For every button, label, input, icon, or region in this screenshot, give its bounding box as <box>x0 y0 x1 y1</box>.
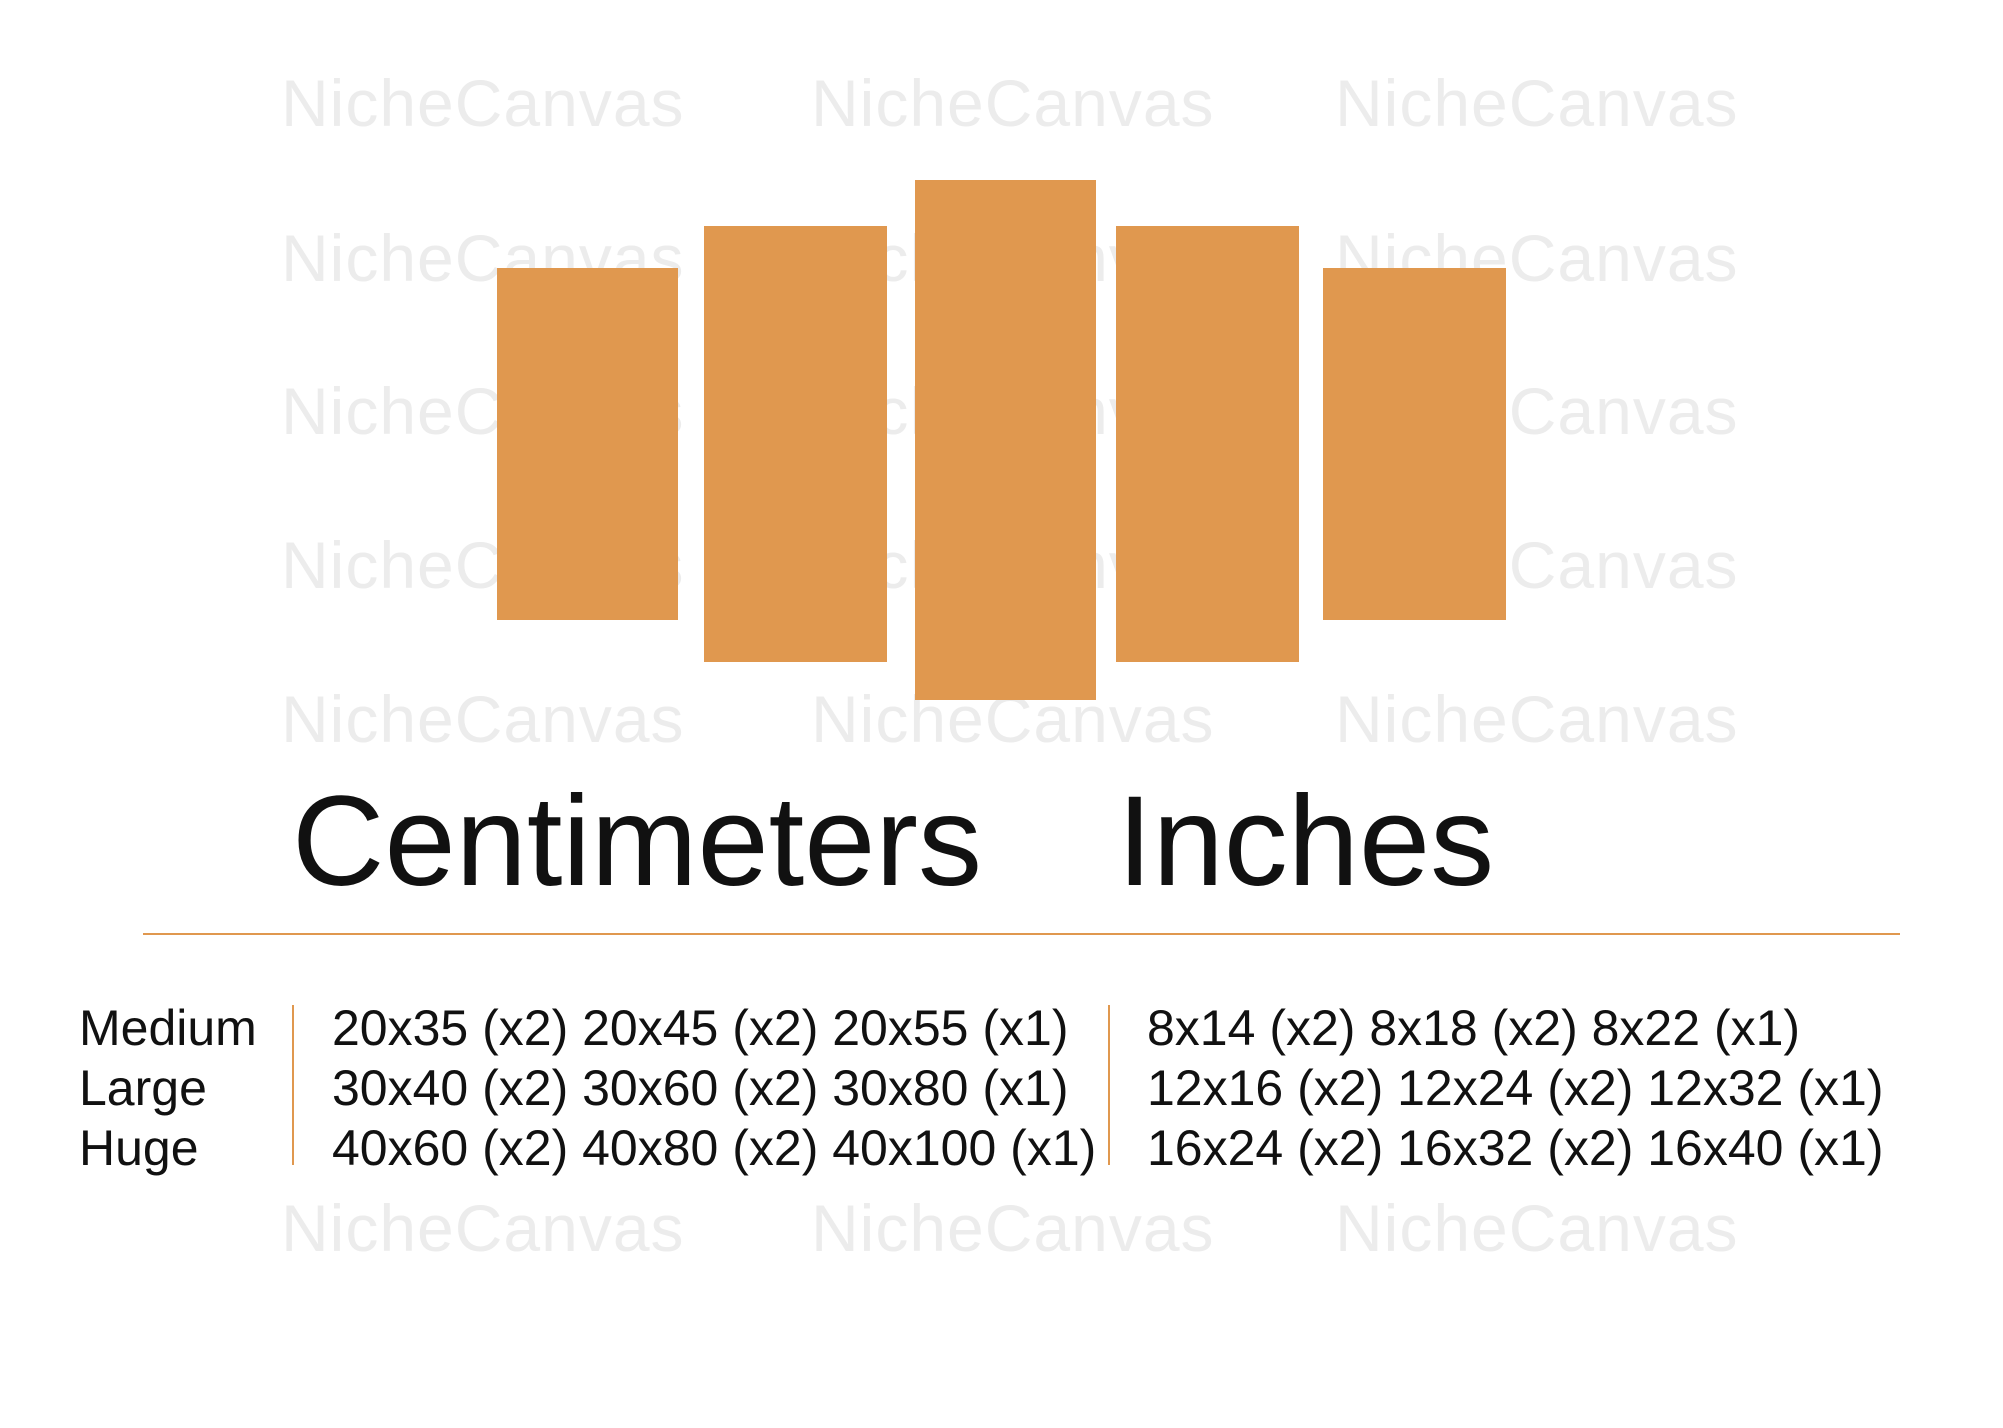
watermark-text: NicheCanvas <box>1335 1191 1739 1265</box>
size-label-large: Large <box>79 1060 207 1116</box>
canvas-panel-4 <box>1116 226 1299 662</box>
watermark-text: NicheCanvas <box>1335 682 1739 756</box>
watermark-text: NicheCanvas <box>281 682 685 756</box>
watermark-text: NicheCanvas <box>811 1191 1215 1265</box>
divider-vertical-1 <box>292 1005 294 1165</box>
heading-inches: Inches <box>1117 770 1495 913</box>
size-label-medium: Medium <box>79 1000 257 1056</box>
cm-sizes-large: 30x40 (x2) 30x60 (x2) 30x80 (x1) <box>332 1060 1069 1116</box>
watermark-text: NicheCanvas <box>281 66 685 140</box>
cm-sizes-medium: 20x35 (x2) 20x45 (x2) 20x55 (x1) <box>332 1000 1069 1056</box>
divider-vertical-2 <box>1108 1005 1110 1165</box>
canvas-panel-3 <box>915 180 1096 700</box>
canvas-panel-5 <box>1323 268 1506 620</box>
watermark-text: NicheCanvas <box>1335 66 1739 140</box>
inch-sizes-medium: 8x14 (x2) 8x18 (x2) 8x22 (x1) <box>1147 1000 1801 1056</box>
canvas-panel-1 <box>497 268 678 620</box>
watermark-text: NicheCanvas <box>811 66 1215 140</box>
inch-sizes-huge: 16x24 (x2) 16x32 (x2) 16x40 (x1) <box>1147 1120 1884 1176</box>
size-label-huge: Huge <box>79 1120 199 1176</box>
watermark-text: NicheCanvas <box>281 1191 685 1265</box>
heading-centimeters: Centimeters <box>292 770 982 913</box>
inch-sizes-large: 12x16 (x2) 12x24 (x2) 12x32 (x1) <box>1147 1060 1884 1116</box>
divider-horizontal <box>143 933 1900 935</box>
canvas-panel-2 <box>704 226 887 662</box>
cm-sizes-huge: 40x60 (x2) 40x80 (x2) 40x100 (x1) <box>332 1120 1097 1176</box>
